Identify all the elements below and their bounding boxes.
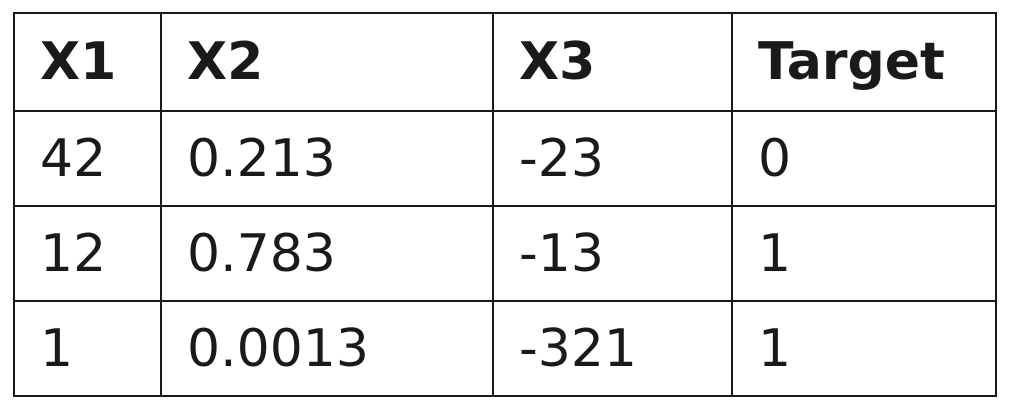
table-cell-x3: -321: [492, 300, 733, 397]
table-row: 1 0.0013 -321 1: [13, 300, 997, 397]
table-cell-x1: 42: [13, 110, 162, 207]
table-cell-x3: -23: [492, 110, 733, 207]
table-cell-target: 0: [731, 110, 997, 207]
table-header-row: X1 X2 X3 Target: [13, 12, 997, 112]
table-cell-x1: 12: [13, 205, 162, 302]
column-header-x3: X3: [492, 12, 733, 112]
column-header-target: Target: [731, 12, 997, 112]
table-cell-x2: 0.783: [160, 205, 494, 302]
table-row: 42 0.213 -23 0: [13, 110, 997, 207]
table-row: 12 0.783 -13 1: [13, 205, 997, 302]
column-header-x2: X2: [160, 12, 494, 112]
table-cell-x2: 0.213: [160, 110, 494, 207]
column-header-x1: X1: [13, 12, 162, 112]
data-table: X1 X2 X3 Target 42 0.213 -23 0 12 0.783 …: [13, 12, 997, 397]
table-cell-x2: 0.0013: [160, 300, 494, 397]
table-cell-x3: -13: [492, 205, 733, 302]
table-cell-target: 1: [731, 300, 997, 397]
table-cell-x1: 1: [13, 300, 162, 397]
table-cell-target: 1: [731, 205, 997, 302]
data-table-container: X1 X2 X3 Target 42 0.213 -23 0 12 0.783 …: [13, 12, 997, 397]
